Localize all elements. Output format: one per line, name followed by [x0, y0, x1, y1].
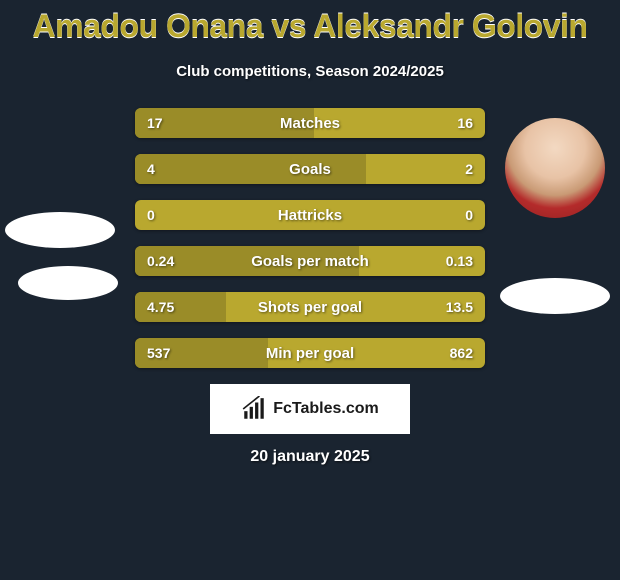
stat-row-min-per-goal: 537 Min per goal 862: [135, 338, 485, 368]
footer-brand-text: FcTables.com: [273, 400, 379, 418]
footer-badge[interactable]: FcTables.com: [210, 384, 410, 434]
stat-label: Goals per match: [135, 253, 485, 270]
stat-row-goals-per-match: 0.24 Goals per match 0.13: [135, 246, 485, 276]
player-right-club-1: [500, 278, 610, 314]
player-left-block: [10, 98, 118, 300]
stat-label: Shots per goal: [135, 299, 485, 316]
player-right-avatar: [505, 118, 605, 218]
stat-right-value: 0: [465, 207, 473, 223]
player-left-club-2: [18, 266, 118, 300]
stat-label: Min per goal: [135, 345, 485, 362]
stat-row-hattricks: 0 Hattricks 0: [135, 200, 485, 230]
stat-right-value: 0.13: [446, 253, 473, 269]
stat-row-matches: 17 Matches 16: [135, 108, 485, 138]
stats-container: 17 Matches 16 4 Goals 2 0 Hattricks 0 0.…: [135, 108, 485, 368]
date-text: 20 january 2025: [0, 448, 620, 466]
stat-right-value: 2: [465, 161, 473, 177]
stat-label: Goals: [135, 161, 485, 178]
player-right-block: [505, 118, 610, 314]
stat-right-value: 862: [450, 345, 473, 361]
stat-row-goals: 4 Goals 2: [135, 154, 485, 184]
stat-label: Matches: [135, 115, 485, 132]
stat-right-value: 16: [457, 115, 473, 131]
page-title: Amadou Onana vs Aleksandr Golovin: [0, 0, 620, 45]
player-left-avatar: [10, 98, 110, 198]
player-left-club-1: [5, 212, 115, 248]
stat-right-value: 13.5: [446, 299, 473, 315]
subtitle: Club competitions, Season 2024/2025: [0, 63, 620, 80]
stat-label: Hattricks: [135, 207, 485, 224]
stat-row-shots-per-goal: 4.75 Shots per goal 13.5: [135, 292, 485, 322]
chart-icon: [241, 396, 267, 422]
